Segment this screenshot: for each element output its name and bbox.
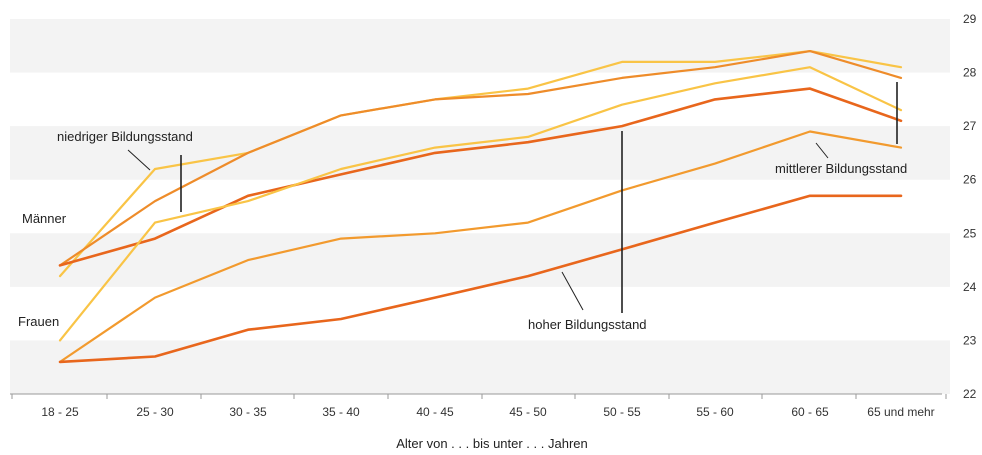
annotation-leader-line bbox=[815, 142, 829, 159]
grid-band bbox=[10, 126, 950, 180]
annotation-frauen: Frauen bbox=[18, 314, 59, 329]
x-tick-label: 30 - 35 bbox=[229, 405, 267, 419]
annotation-hoher-bildungsstand: hoher Bildungsstand bbox=[528, 317, 647, 332]
y-tick-label: 23 bbox=[963, 333, 977, 347]
y-tick-label: 26 bbox=[963, 173, 977, 187]
x-tick-label: 40 - 45 bbox=[416, 405, 454, 419]
series-lines bbox=[58, 49, 903, 364]
x-tick-label: 55 - 60 bbox=[696, 405, 734, 419]
x-tick-label: 60 - 65 bbox=[791, 405, 829, 419]
x-tick-label: 25 - 30 bbox=[136, 405, 174, 419]
x-tick-label: 18 - 25 bbox=[41, 405, 79, 419]
series-line bbox=[58, 49, 903, 267]
x-axis: 18 - 25 25 - 30 30 - 35 35 - 40 40 - 45 45 - … bbox=[10, 393, 947, 419]
grid-band bbox=[10, 340, 950, 394]
grid-band bbox=[10, 233, 950, 287]
annotation-mittlerer-bildungsstand: mittlerer Bildungsstand bbox=[775, 161, 907, 176]
y-tick-label: 27 bbox=[963, 119, 977, 133]
annotation-leader-line bbox=[127, 149, 151, 171]
annotation-leader-line bbox=[561, 271, 584, 311]
y-tick-label: 29 bbox=[963, 12, 977, 26]
x-tick-label: 45 - 50 bbox=[509, 405, 547, 419]
annotation-niedriger-bildungsstand: niedriger Bildungsstand bbox=[57, 129, 193, 144]
annotation-maenner: Männer bbox=[22, 211, 67, 226]
y-tick-label: 22 bbox=[963, 387, 977, 401]
series-line bbox=[58, 130, 903, 363]
x-tick-label: 50 - 55 bbox=[603, 405, 641, 419]
x-axis-label: Alter von . . . bis unter . . . Jahren bbox=[396, 436, 587, 451]
series-line bbox=[58, 194, 903, 364]
y-tick-label: 28 bbox=[963, 66, 977, 80]
y-tick-label: 24 bbox=[963, 280, 977, 294]
y-tick-label: 25 bbox=[963, 226, 977, 240]
x-tick-label: 35 - 40 bbox=[322, 405, 360, 419]
grid-band bbox=[10, 19, 950, 73]
x-tick-label: 65 und mehr bbox=[867, 405, 934, 419]
series-line bbox=[58, 87, 903, 267]
grid-bands bbox=[10, 19, 950, 394]
y-axis: 22 23 24 25 26 27 28 29 bbox=[963, 12, 977, 401]
series-line bbox=[58, 49, 903, 278]
annotation-leaders bbox=[127, 82, 898, 313]
series-line bbox=[58, 66, 903, 342]
